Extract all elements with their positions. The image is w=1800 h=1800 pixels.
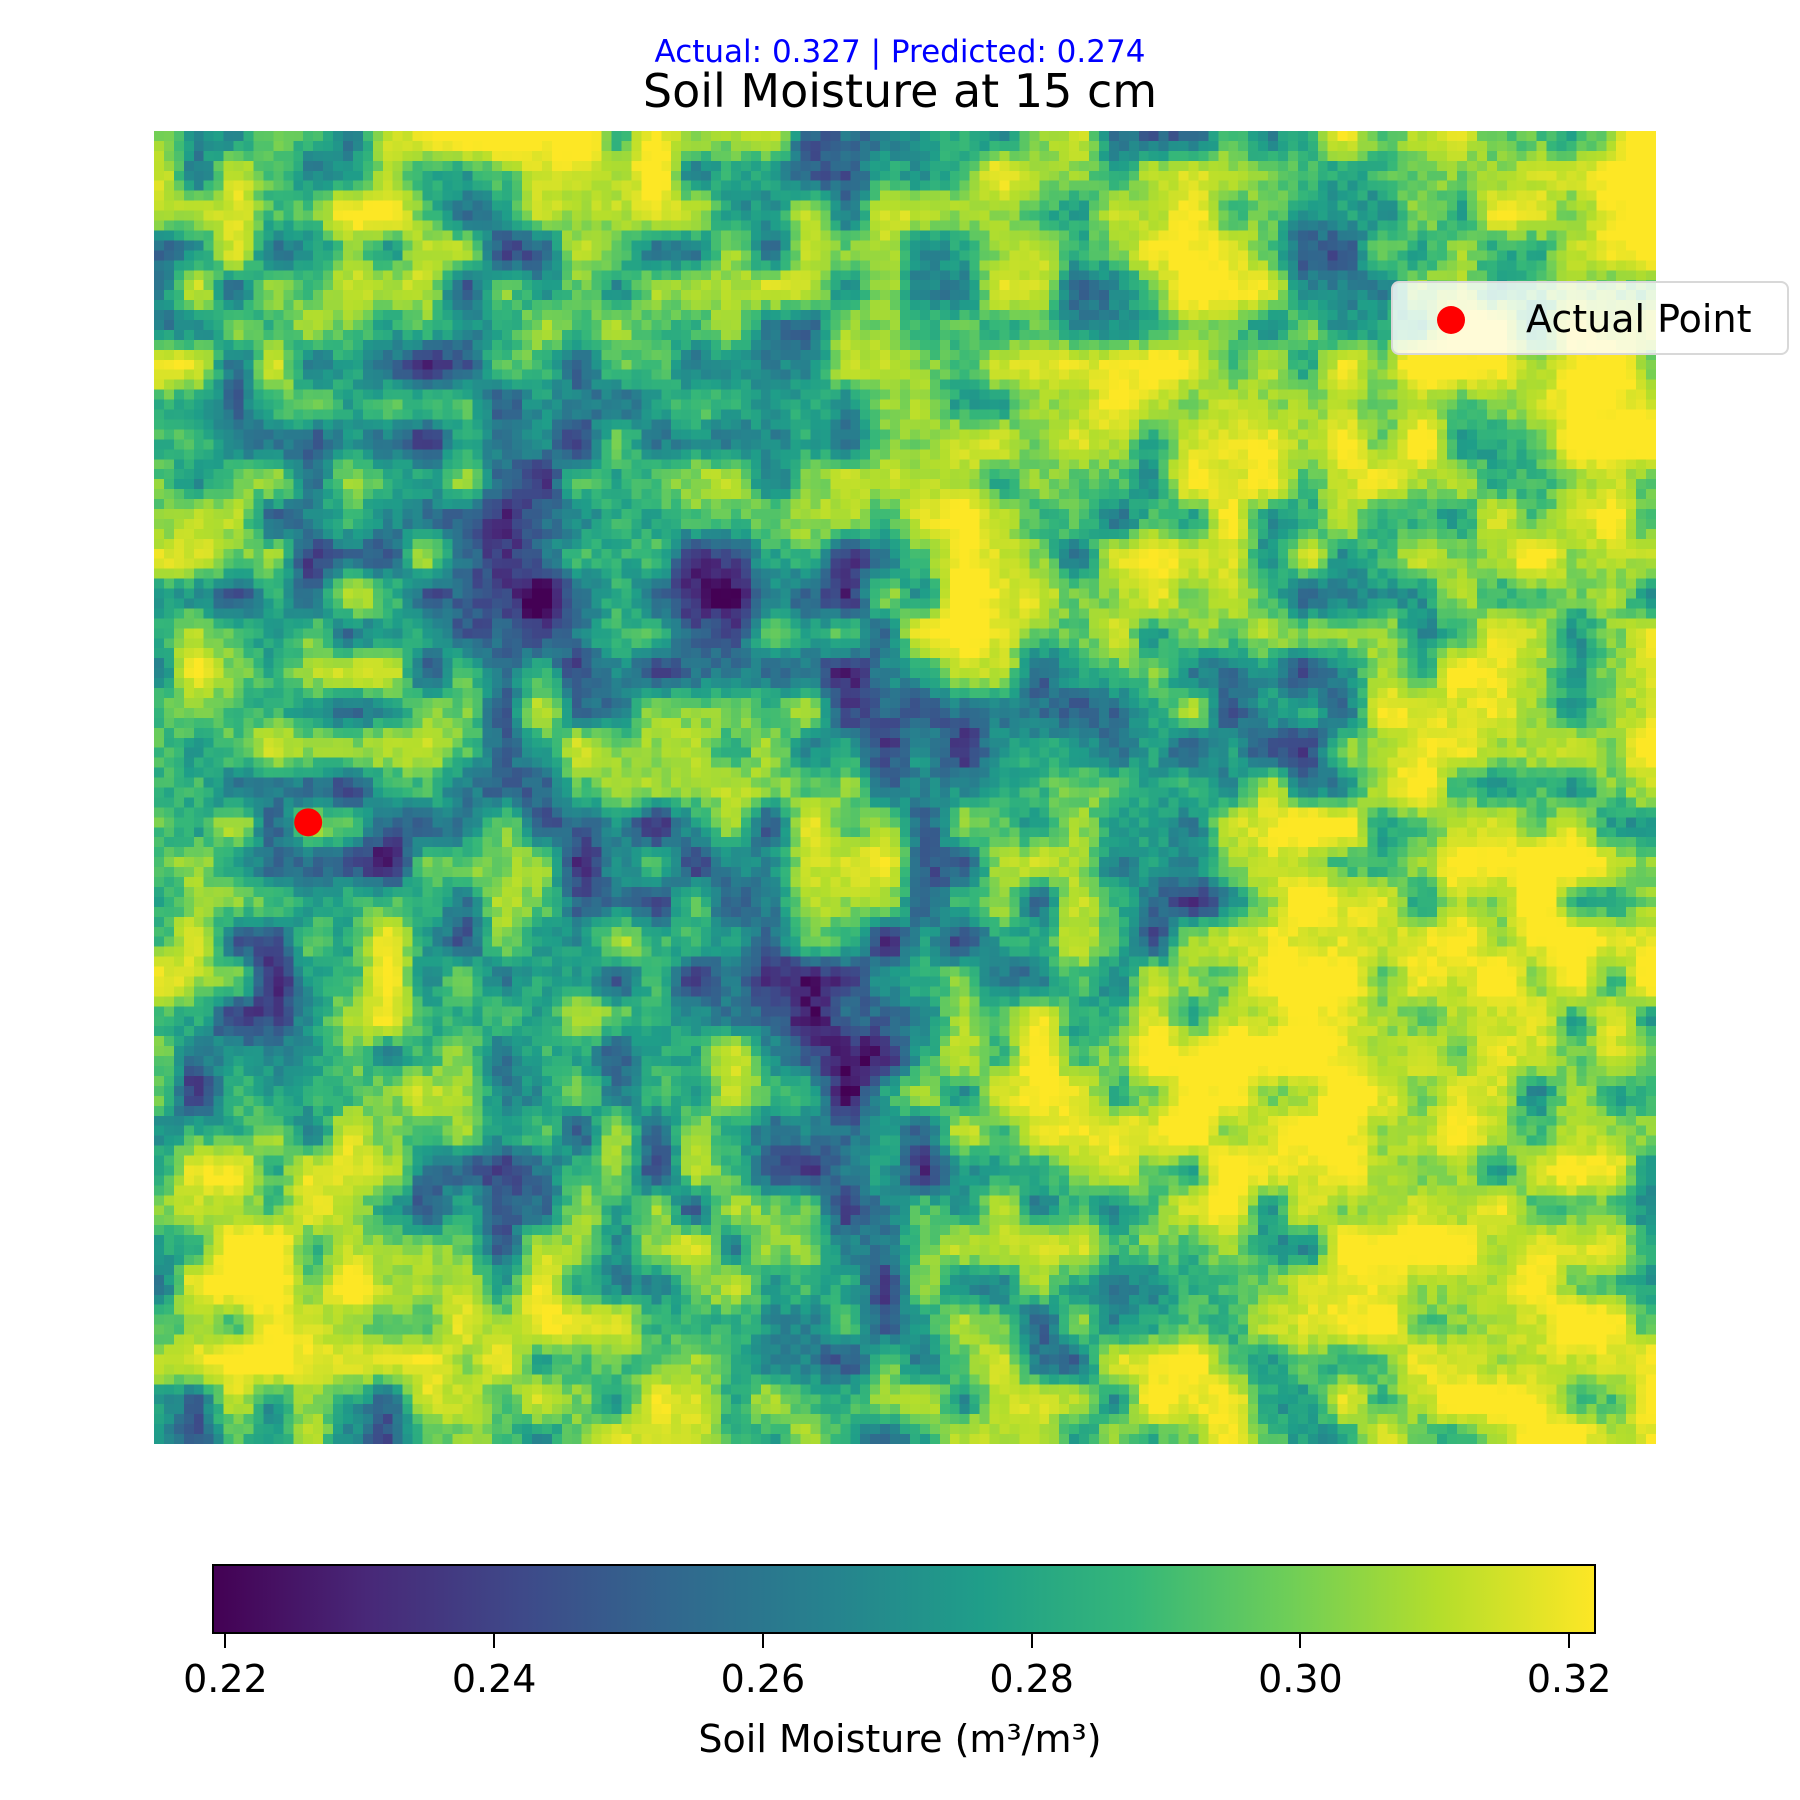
colorbar-tick: [1030, 1634, 1033, 1648]
legend: Actual Point: [1391, 281, 1789, 355]
colorbar-tick: [224, 1634, 227, 1648]
colorbar-tick-label: 0.24: [451, 1657, 537, 1701]
chart-subtitle: Actual: 0.327 | Predicted: 0.274: [654, 34, 1146, 70]
heatmap-area: Actual Point: [154, 131, 1789, 1444]
colorbar-tick: [493, 1634, 496, 1648]
actual-point-marker: [294, 808, 323, 837]
colorbar-tick: [761, 1634, 764, 1648]
colorbar-tick-label: 0.32: [1526, 1657, 1612, 1701]
colorbar-tick-label: 0.22: [183, 1657, 268, 1701]
colorbar-tick: [1299, 1634, 1302, 1648]
colorbar-tick-label: 0.30: [1258, 1657, 1343, 1701]
legend-label: Actual Point: [1526, 297, 1752, 341]
colorbar-tick: [1568, 1634, 1571, 1648]
colorbar-label: Soil Moisture (m³/m³): [698, 1717, 1102, 1761]
colorbar: [212, 1564, 1596, 1634]
colorbar-tick-label: 0.28: [989, 1657, 1074, 1701]
legend-marker-icon: [1437, 306, 1465, 334]
colorbar-tick-label: 0.26: [720, 1657, 806, 1701]
chart-title: Soil Moisture at 15 cm: [642, 64, 1158, 118]
